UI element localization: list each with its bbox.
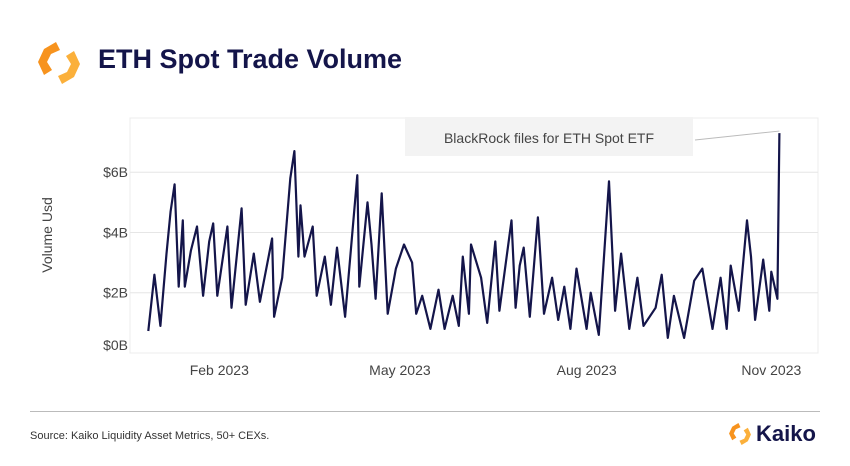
- kaiko-brand: Kaiko: [728, 421, 816, 447]
- volume-line-chart: $0B $2B $4B $6B Feb 2023 May 2023 Aug 2023 Nov …: [39, 117, 819, 378]
- footer-divider: [30, 411, 820, 412]
- volume-series-line: [147, 133, 781, 339]
- y-tick-label: $0B: [103, 337, 128, 353]
- page-title: ETH Spot Trade Volume: [98, 44, 403, 74]
- brand-name: Kaiko: [756, 421, 816, 446]
- kaiko-logo-icon: [729, 423, 751, 445]
- source-note: Source: Kaiko Liquidity Asset Metrics, 5…: [30, 430, 270, 442]
- annotation-box: [405, 117, 693, 156]
- x-tick-label: Aug 2023: [557, 362, 617, 378]
- y-axis-label: Volume Usd: [39, 197, 55, 272]
- x-tick-label: Nov 2023: [741, 362, 801, 378]
- y-tick-label: $6B: [103, 164, 128, 180]
- x-tick-label: Feb 2023: [190, 362, 249, 378]
- y-tick-label: $2B: [103, 285, 128, 301]
- y-tick-label: $4B: [103, 224, 128, 240]
- annotation-text: BlackRock files for ETH Spot ETF: [444, 130, 654, 146]
- annotation-leader-line: [694, 130, 780, 141]
- x-tick-label: May 2023: [369, 362, 431, 378]
- kaiko-logo-icon: [36, 40, 82, 91]
